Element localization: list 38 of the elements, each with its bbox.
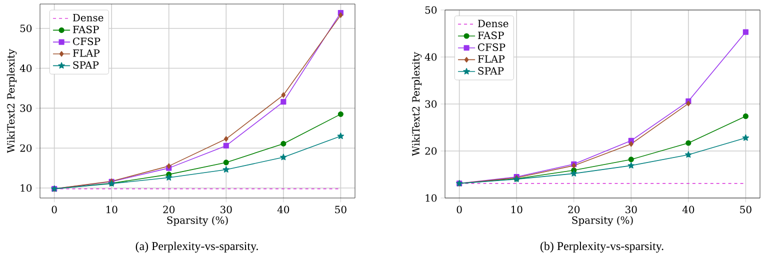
- x-tick-label: 0: [52, 206, 57, 214]
- y-tick-label: 50: [425, 6, 437, 14]
- x-axis-title: Sparsity (%): [572, 216, 633, 226]
- legend-label: SPAP: [73, 61, 99, 69]
- x-tick-label: 40: [682, 206, 694, 214]
- y-tick-label: 30: [425, 100, 437, 108]
- text: (b) Perplexity-vs-sparsity.: [540, 242, 664, 253]
- y-axis-title: WikiText2 Perplexity: [6, 48, 17, 154]
- legend-label: CFSP: [478, 43, 506, 51]
- legend-label: FASP: [72, 26, 99, 34]
- legend-label: FASP: [478, 32, 504, 40]
- legend-label: FLAP: [478, 55, 505, 63]
- x-tick-label: 30: [220, 206, 232, 214]
- legend-label: FLAP: [72, 50, 100, 57]
- y-tick-label: 40: [424, 53, 437, 61]
- legend-label: SPAP: [478, 67, 504, 75]
- legend-label: Dense: [72, 14, 104, 22]
- y-tick-label: 10: [426, 194, 437, 202]
- x-tick-label: 40: [277, 206, 290, 214]
- x-tick-label: 10: [106, 206, 118, 214]
- text: (a) Perplexity-vs-sparsity.: [136, 242, 258, 253]
- y-tick-label: 10: [20, 184, 32, 192]
- x-tick-label: 0: [456, 206, 462, 214]
- y-tick-label: 20: [20, 144, 32, 152]
- x-tick-label: 20: [163, 206, 175, 214]
- x-tick-label: 10: [511, 206, 522, 214]
- y-axis-title: WikiText2 Perplexity: [412, 52, 422, 156]
- y-tick-label: 30: [20, 104, 32, 112]
- y-tick-label: 20: [425, 147, 437, 155]
- x-tick-label: 50: [335, 206, 346, 214]
- y-tick-label: 40: [20, 64, 32, 72]
- legend-label: Dense: [478, 20, 508, 28]
- x-tick-label: 20: [568, 206, 580, 214]
- x-tick-label: 50: [740, 206, 752, 214]
- x-axis-title: Sparsity (%): [167, 216, 228, 226]
- y-tick-label: 50: [20, 24, 32, 32]
- legend-label: CFSP: [73, 38, 100, 46]
- x-tick-label: 30: [626, 206, 637, 214]
